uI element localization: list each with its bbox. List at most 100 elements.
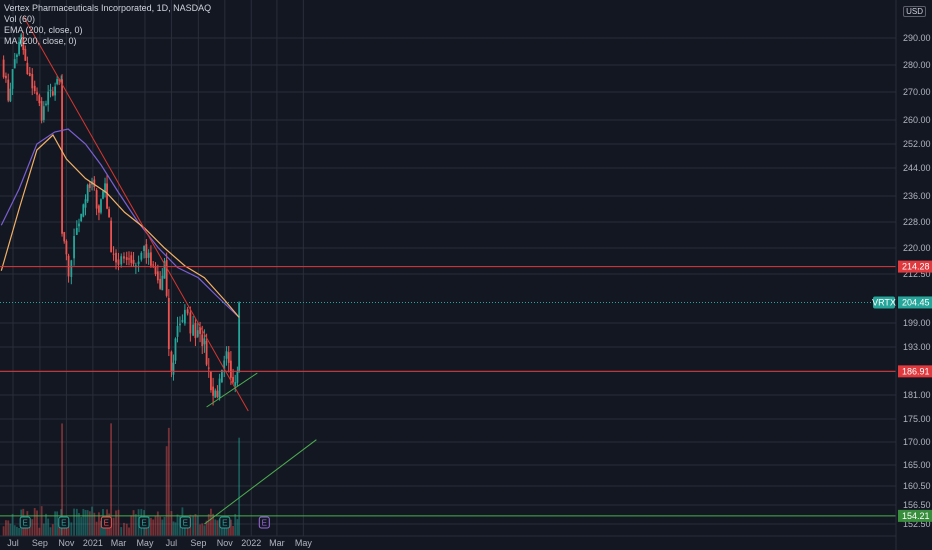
price-axis	[896, 0, 932, 550]
y-tick-label: 228.00	[903, 217, 931, 227]
candle	[65, 241, 68, 255]
candle	[143, 246, 145, 251]
volume-bar	[192, 515, 195, 536]
candle	[33, 85, 36, 91]
y-tick-label: 156.50	[903, 500, 931, 510]
x-tick-label: Jul	[166, 538, 178, 548]
earnings-marker	[100, 516, 112, 529]
earnings-marker	[258, 516, 270, 529]
volume-bar	[223, 524, 226, 536]
ma-line	[0, 134, 240, 318]
legend-ma[interactable]: MA (200, close, 0)	[4, 36, 77, 46]
candle	[28, 72, 31, 77]
volume-bar	[95, 521, 98, 536]
candle	[140, 252, 143, 260]
candle	[210, 371, 212, 391]
volume-bar	[78, 513, 80, 536]
candle	[163, 261, 166, 279]
candle	[54, 86, 57, 96]
candle	[78, 223, 80, 227]
volume-bar	[61, 423, 63, 536]
candle	[49, 89, 52, 91]
volume-bar	[18, 527, 20, 536]
candle	[86, 184, 89, 202]
price-tag-label: 204.45	[902, 297, 930, 307]
trendline-long-term	[204, 439, 317, 525]
volume-bar	[218, 519, 221, 536]
candle	[181, 320, 184, 322]
volume-bar	[205, 520, 208, 536]
earnings-marker	[19, 516, 31, 529]
volume-bar	[128, 527, 130, 536]
candle	[24, 48, 27, 61]
candle	[22, 36, 25, 51]
volume-bar	[47, 518, 50, 536]
candle	[106, 183, 108, 209]
x-tick-label: Jul	[7, 538, 19, 548]
candle	[174, 338, 177, 361]
candle	[207, 367, 210, 369]
volume-bar	[11, 513, 14, 536]
candle	[203, 338, 206, 345]
earnings-label: E	[262, 519, 267, 528]
volume-bar	[225, 526, 228, 536]
volume-bar	[112, 517, 115, 536]
legend-volume[interactable]: Vol (60)	[4, 14, 36, 24]
candle	[179, 323, 181, 326]
volume-bar	[80, 517, 83, 536]
candle	[170, 351, 173, 371]
candle	[154, 266, 157, 274]
candle	[88, 183, 91, 188]
volume-bar	[156, 511, 159, 536]
volume-bar	[174, 522, 177, 536]
candle	[152, 264, 155, 266]
volume-bar	[170, 511, 173, 536]
candle	[238, 302, 241, 373]
candle	[98, 205, 100, 213]
candle	[125, 257, 128, 260]
y-tick-label: 165.00	[903, 460, 931, 470]
candle	[2, 59, 5, 78]
candle	[18, 41, 20, 55]
candle	[9, 88, 12, 102]
earnings-label: E	[222, 519, 227, 528]
candle	[216, 390, 219, 397]
volume-bar	[40, 506, 43, 536]
legend-ema[interactable]: EMA (200, close, 0)	[4, 25, 83, 35]
volume-bar	[110, 423, 113, 536]
candle	[112, 253, 115, 255]
volume-bar	[51, 524, 54, 536]
volume-bar	[91, 506, 93, 536]
volume-bar	[123, 522, 125, 536]
volume-bar	[16, 526, 18, 536]
candle	[120, 256, 123, 265]
candle	[221, 369, 223, 383]
volume-bar	[236, 519, 239, 536]
candle	[176, 325, 179, 337]
candle	[167, 298, 170, 350]
volume-bar	[234, 514, 237, 536]
candle	[95, 190, 98, 209]
candle	[161, 275, 164, 291]
candle	[212, 386, 214, 396]
volume-bar	[152, 519, 155, 536]
candle	[205, 340, 208, 365]
volume-bar	[221, 525, 223, 536]
candle	[227, 352, 230, 363]
candle	[38, 95, 41, 104]
candle	[31, 73, 34, 89]
volume-bar	[176, 514, 179, 536]
volume-bar	[33, 508, 36, 536]
volume-bar	[9, 523, 12, 536]
volume-bar	[199, 524, 201, 536]
volume-bar	[145, 523, 148, 536]
price-tag	[898, 509, 932, 522]
volume-bar	[70, 522, 73, 536]
volume-bar	[56, 511, 59, 536]
currency-label[interactable]: USD	[903, 6, 926, 17]
y-tick-label: 199.00	[903, 318, 931, 328]
volume-bar	[31, 519, 34, 536]
volume-bar	[196, 515, 199, 536]
volume-bar	[207, 514, 210, 536]
